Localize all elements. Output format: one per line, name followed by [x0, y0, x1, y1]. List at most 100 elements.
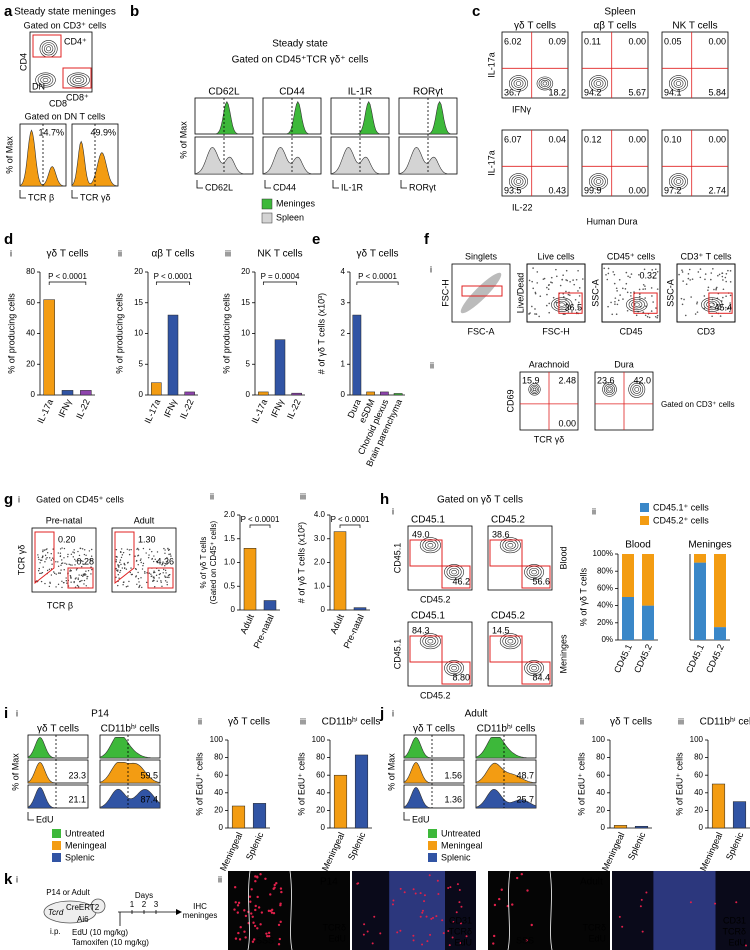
texture-dot	[725, 272, 728, 275]
texture-dot	[81, 579, 83, 582]
contour-line	[427, 542, 434, 548]
bar	[352, 314, 362, 396]
y-tick-label: 10	[241, 329, 250, 338]
texture-dot	[565, 279, 567, 281]
contour-line	[508, 75, 529, 92]
x-tick-label: IFNγ	[162, 397, 179, 419]
gate	[67, 567, 94, 589]
contour-line	[593, 79, 604, 88]
texture-dot	[697, 271, 700, 273]
texture-dot	[137, 554, 140, 556]
gate	[489, 539, 523, 567]
label: TCRδ	[322, 922, 346, 932]
texture-dot	[138, 581, 140, 583]
label: SSS	[516, 935, 534, 945]
texture-dot	[272, 911, 276, 915]
label: 4.36	[156, 556, 174, 566]
texture-dot	[363, 923, 366, 926]
contour-line	[602, 382, 617, 397]
label: 5.84	[708, 87, 726, 97]
contour-line	[536, 76, 554, 91]
texture-dot	[82, 574, 85, 576]
texture-dot	[547, 288, 550, 290]
texture-dot	[565, 290, 567, 293]
legend-swatch	[428, 829, 437, 838]
texture-dot	[90, 555, 93, 557]
histogram-trace	[399, 100, 457, 135]
texture-dot	[681, 303, 684, 306]
texture-dot	[166, 583, 168, 586]
texture-dot	[625, 271, 628, 274]
texture-dot	[159, 572, 162, 575]
texture-dot	[169, 573, 171, 576]
subplot-label: ii	[118, 248, 122, 258]
x-tick-label: Meningeal	[218, 831, 245, 873]
label: NK T cells	[672, 21, 717, 32]
label: i	[392, 506, 394, 516]
texture-dot	[279, 904, 282, 907]
significance-bracket	[339, 524, 361, 528]
y-tick-label: 0	[699, 823, 704, 832]
histogram-trace	[27, 786, 88, 809]
contour-line	[39, 40, 58, 58]
texture-dot	[707, 289, 709, 291]
bar-segment	[714, 627, 726, 640]
texture-dot	[539, 295, 542, 298]
texture-dot	[69, 576, 72, 578]
y-tick-label: 20	[241, 267, 250, 276]
texture-dot	[166, 557, 168, 559]
texture-dot	[252, 921, 255, 924]
label: P14	[91, 709, 109, 720]
subplot-label: ii	[592, 506, 596, 516]
texture-dot	[70, 569, 72, 572]
texture-dot	[138, 586, 140, 589]
contour-line	[69, 74, 88, 86]
texture-dot	[525, 939, 528, 942]
label: CD31	[723, 915, 746, 925]
panel-title: Steady state meninges	[14, 7, 116, 18]
texture-dot	[729, 302, 731, 304]
texture-dot	[74, 558, 76, 561]
texture-dot	[83, 549, 86, 551]
texture-dot	[681, 269, 683, 272]
texture-dot	[614, 300, 616, 303]
texture-dot	[63, 547, 66, 550]
plot-frame	[581, 129, 649, 197]
y-tick-label: 20	[214, 806, 223, 815]
label: 14.5	[492, 625, 510, 635]
axis-arrow	[264, 180, 271, 189]
texture-dot	[607, 305, 609, 308]
bar	[252, 803, 267, 829]
texture-dot	[399, 887, 402, 890]
label: 0.00	[628, 185, 646, 195]
texture-dot	[164, 552, 166, 554]
texture-dot	[630, 273, 633, 275]
texture-dot	[77, 550, 79, 553]
contour-line	[628, 380, 646, 398]
texture-dot	[153, 577, 155, 579]
texture-dot	[115, 576, 117, 578]
texture-dot	[83, 583, 85, 585]
histogram-trace	[27, 761, 88, 784]
texture-dot	[729, 294, 732, 297]
plot-frame	[501, 129, 569, 197]
label: Live cells	[537, 251, 575, 261]
y-tick-label: 0	[231, 605, 236, 614]
legend-label: Meningeal	[441, 840, 483, 850]
y-tick-label: 40	[596, 788, 605, 797]
texture-dot	[656, 270, 659, 273]
texture-dot	[253, 924, 257, 928]
texture-dot	[362, 933, 365, 936]
texture-dot	[492, 942, 495, 945]
y-tick-label: 60	[26, 298, 35, 307]
texture-dot	[555, 268, 557, 271]
texture-dot	[430, 917, 433, 920]
texture-dot	[447, 886, 450, 889]
gate	[708, 292, 733, 314]
texture-dot	[239, 926, 242, 929]
contour-line	[515, 81, 522, 86]
label: Adult	[134, 515, 155, 525]
texture-dot	[652, 301, 654, 303]
texture-dot	[164, 580, 167, 582]
x-tick-label: CD45.2	[632, 643, 654, 675]
